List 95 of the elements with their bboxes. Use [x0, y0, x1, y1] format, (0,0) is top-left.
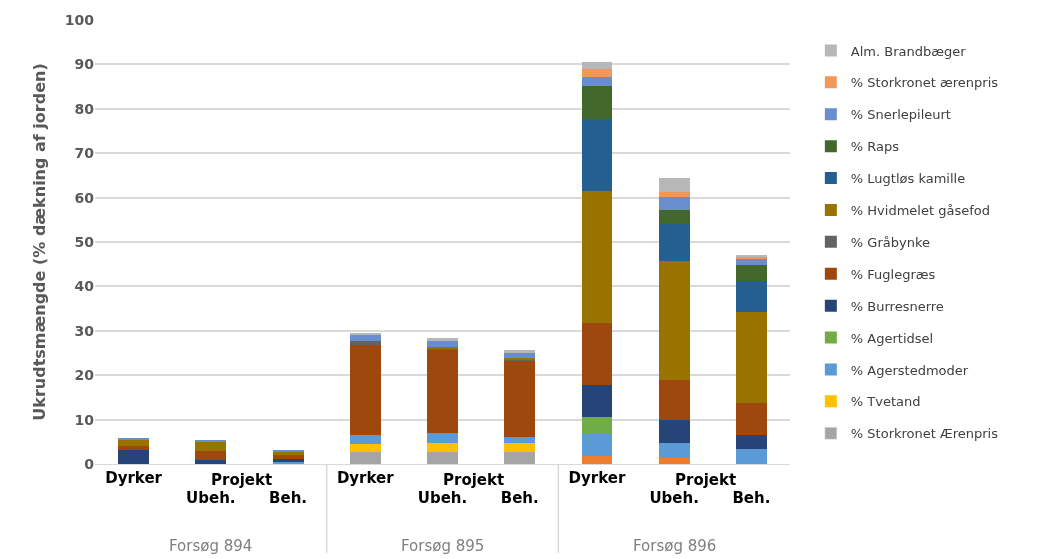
bar	[118, 449, 150, 464]
bar	[735, 259, 767, 266]
bar	[735, 402, 767, 435]
text: Projekt	[211, 471, 273, 489]
bar	[735, 434, 767, 449]
bar	[118, 439, 150, 447]
x-tick-label: Dyrker	[336, 469, 395, 487]
legend-label: % Tvetand	[850, 394, 921, 410]
x-tick-label: Beh.	[732, 488, 771, 507]
bar	[427, 350, 458, 434]
legend-label: % Hvidmelet gåsefod	[850, 203, 990, 219]
legend-label: % Storkronet Ærenpris	[850, 426, 999, 442]
bar	[195, 451, 227, 460]
y-tick-label: 50	[74, 233, 95, 250]
legend-label: % Lugtløs kamille	[850, 171, 966, 187]
bar	[504, 443, 536, 453]
bar	[504, 436, 536, 444]
bar	[735, 281, 767, 312]
bar	[735, 311, 767, 403]
x-tick-label: Ubeh.	[649, 488, 699, 507]
text: Forsøg 894	[169, 537, 253, 555]
x-tick-label: Ubeh.	[417, 488, 468, 507]
bar	[581, 385, 613, 417]
bar	[581, 455, 613, 464]
bar	[349, 452, 381, 464]
bar	[658, 420, 690, 443]
legend-label: % Raps	[850, 139, 900, 155]
bar	[581, 119, 613, 191]
bar	[581, 69, 613, 77]
bar	[349, 332, 381, 335]
y-tick-label: 20	[74, 367, 95, 384]
bar	[735, 265, 767, 282]
y-axis-title: Ukrudtsmængde (% dækning af jorden)	[29, 63, 49, 421]
bar	[658, 442, 690, 459]
y-tick-label: 40	[74, 278, 95, 295]
bar	[658, 261, 690, 381]
legend-label: Alm. Brandbæger	[850, 43, 967, 59]
legend-label: % Agerstedmoder	[850, 362, 969, 378]
bar	[427, 341, 458, 348]
bar	[427, 452, 458, 464]
y-tick-label: 80	[74, 100, 95, 117]
bar	[427, 433, 458, 444]
bar	[349, 334, 381, 342]
bar	[735, 448, 767, 464]
bar	[658, 192, 690, 198]
x-tick-label: Beh.	[500, 488, 539, 507]
legend-label: % Snerlepileurt	[850, 107, 951, 123]
legend-label: % Storkronet ærenpris	[850, 75, 999, 91]
bar	[349, 341, 381, 345]
bar	[118, 437, 150, 440]
bar	[349, 344, 381, 435]
bar	[581, 323, 613, 386]
text: Forsøg 895	[401, 537, 485, 555]
bar	[581, 416, 613, 434]
y-tick-label: 70	[74, 145, 95, 162]
y-tick-label: 30	[74, 322, 95, 339]
y-tick-label: 60	[74, 189, 95, 206]
x-tick-label: Dyrker	[105, 469, 163, 487]
legend-label: % Fuglegræs	[850, 266, 936, 282]
text: Projekt	[443, 471, 505, 489]
bar	[581, 61, 613, 70]
bar	[581, 76, 613, 87]
bar	[427, 338, 458, 342]
bar	[349, 443, 381, 453]
y-tick-label: 100	[64, 11, 95, 28]
bar	[658, 209, 690, 225]
y-tick-label: 10	[74, 411, 95, 428]
bar	[504, 360, 536, 437]
y-tick-label: 90	[74, 56, 95, 73]
bar	[349, 434, 381, 444]
bar	[658, 224, 690, 262]
text: Forsøg 896	[633, 537, 717, 555]
bar	[658, 380, 690, 421]
bar	[658, 458, 690, 464]
bar	[118, 446, 150, 450]
legend-label: % Agertidsel	[850, 330, 934, 346]
bar	[581, 190, 613, 324]
x-tick-label: Dyrker	[568, 469, 626, 487]
legend-label: % Gråbynke	[850, 234, 930, 250]
bar	[658, 178, 690, 193]
bar	[504, 350, 536, 353]
bar	[658, 197, 690, 210]
x-tick-label: Beh.	[269, 488, 308, 507]
bar	[195, 441, 227, 452]
legend-label: % Burresnerre	[850, 298, 944, 314]
y-tick-label: 0	[84, 455, 95, 472]
x-tick-label: Ubeh.	[186, 488, 236, 507]
bar	[504, 353, 536, 358]
bar	[504, 452, 536, 464]
bar	[272, 454, 304, 459]
bar	[195, 460, 227, 464]
bar	[581, 86, 613, 120]
text: Projekt	[675, 471, 737, 489]
bar	[427, 443, 458, 453]
bar	[581, 433, 613, 456]
